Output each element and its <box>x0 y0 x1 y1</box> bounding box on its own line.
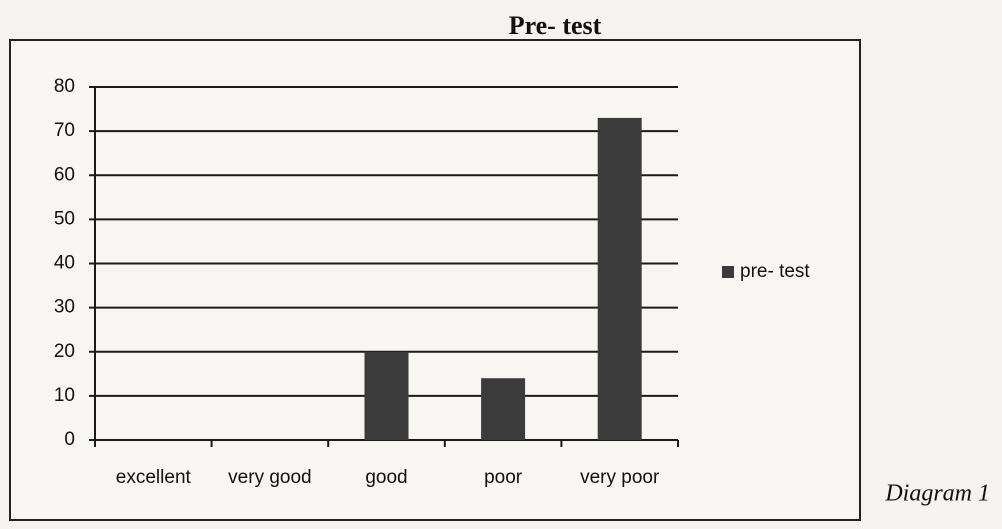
x-tick-label: very good <box>228 467 311 488</box>
bar <box>481 378 526 440</box>
y-tick-label: 10 <box>54 385 75 406</box>
bar <box>597 117 642 440</box>
y-tick-label: 20 <box>54 341 75 362</box>
y-tick-label: 60 <box>54 164 75 185</box>
x-tick-label: good <box>365 467 407 488</box>
x-tick-label: poor <box>484 467 523 488</box>
caption: Diagram 1 <box>884 481 990 507</box>
x-tick-label: excellent <box>116 467 192 488</box>
legend-label: pre- test <box>740 261 810 282</box>
y-tick-label: 70 <box>54 120 75 141</box>
y-tick-label: 50 <box>54 208 75 229</box>
y-tick-label: 0 <box>64 429 75 450</box>
bar <box>364 351 409 440</box>
y-tick-label: 40 <box>54 253 75 274</box>
y-tick-label: 80 <box>54 76 75 97</box>
chart-title: Pre- test <box>509 11 602 40</box>
legend-swatch <box>722 266 734 278</box>
chart-frame <box>9 39 861 521</box>
x-tick-label: very poor <box>580 467 660 488</box>
y-tick-label: 30 <box>54 297 75 318</box>
